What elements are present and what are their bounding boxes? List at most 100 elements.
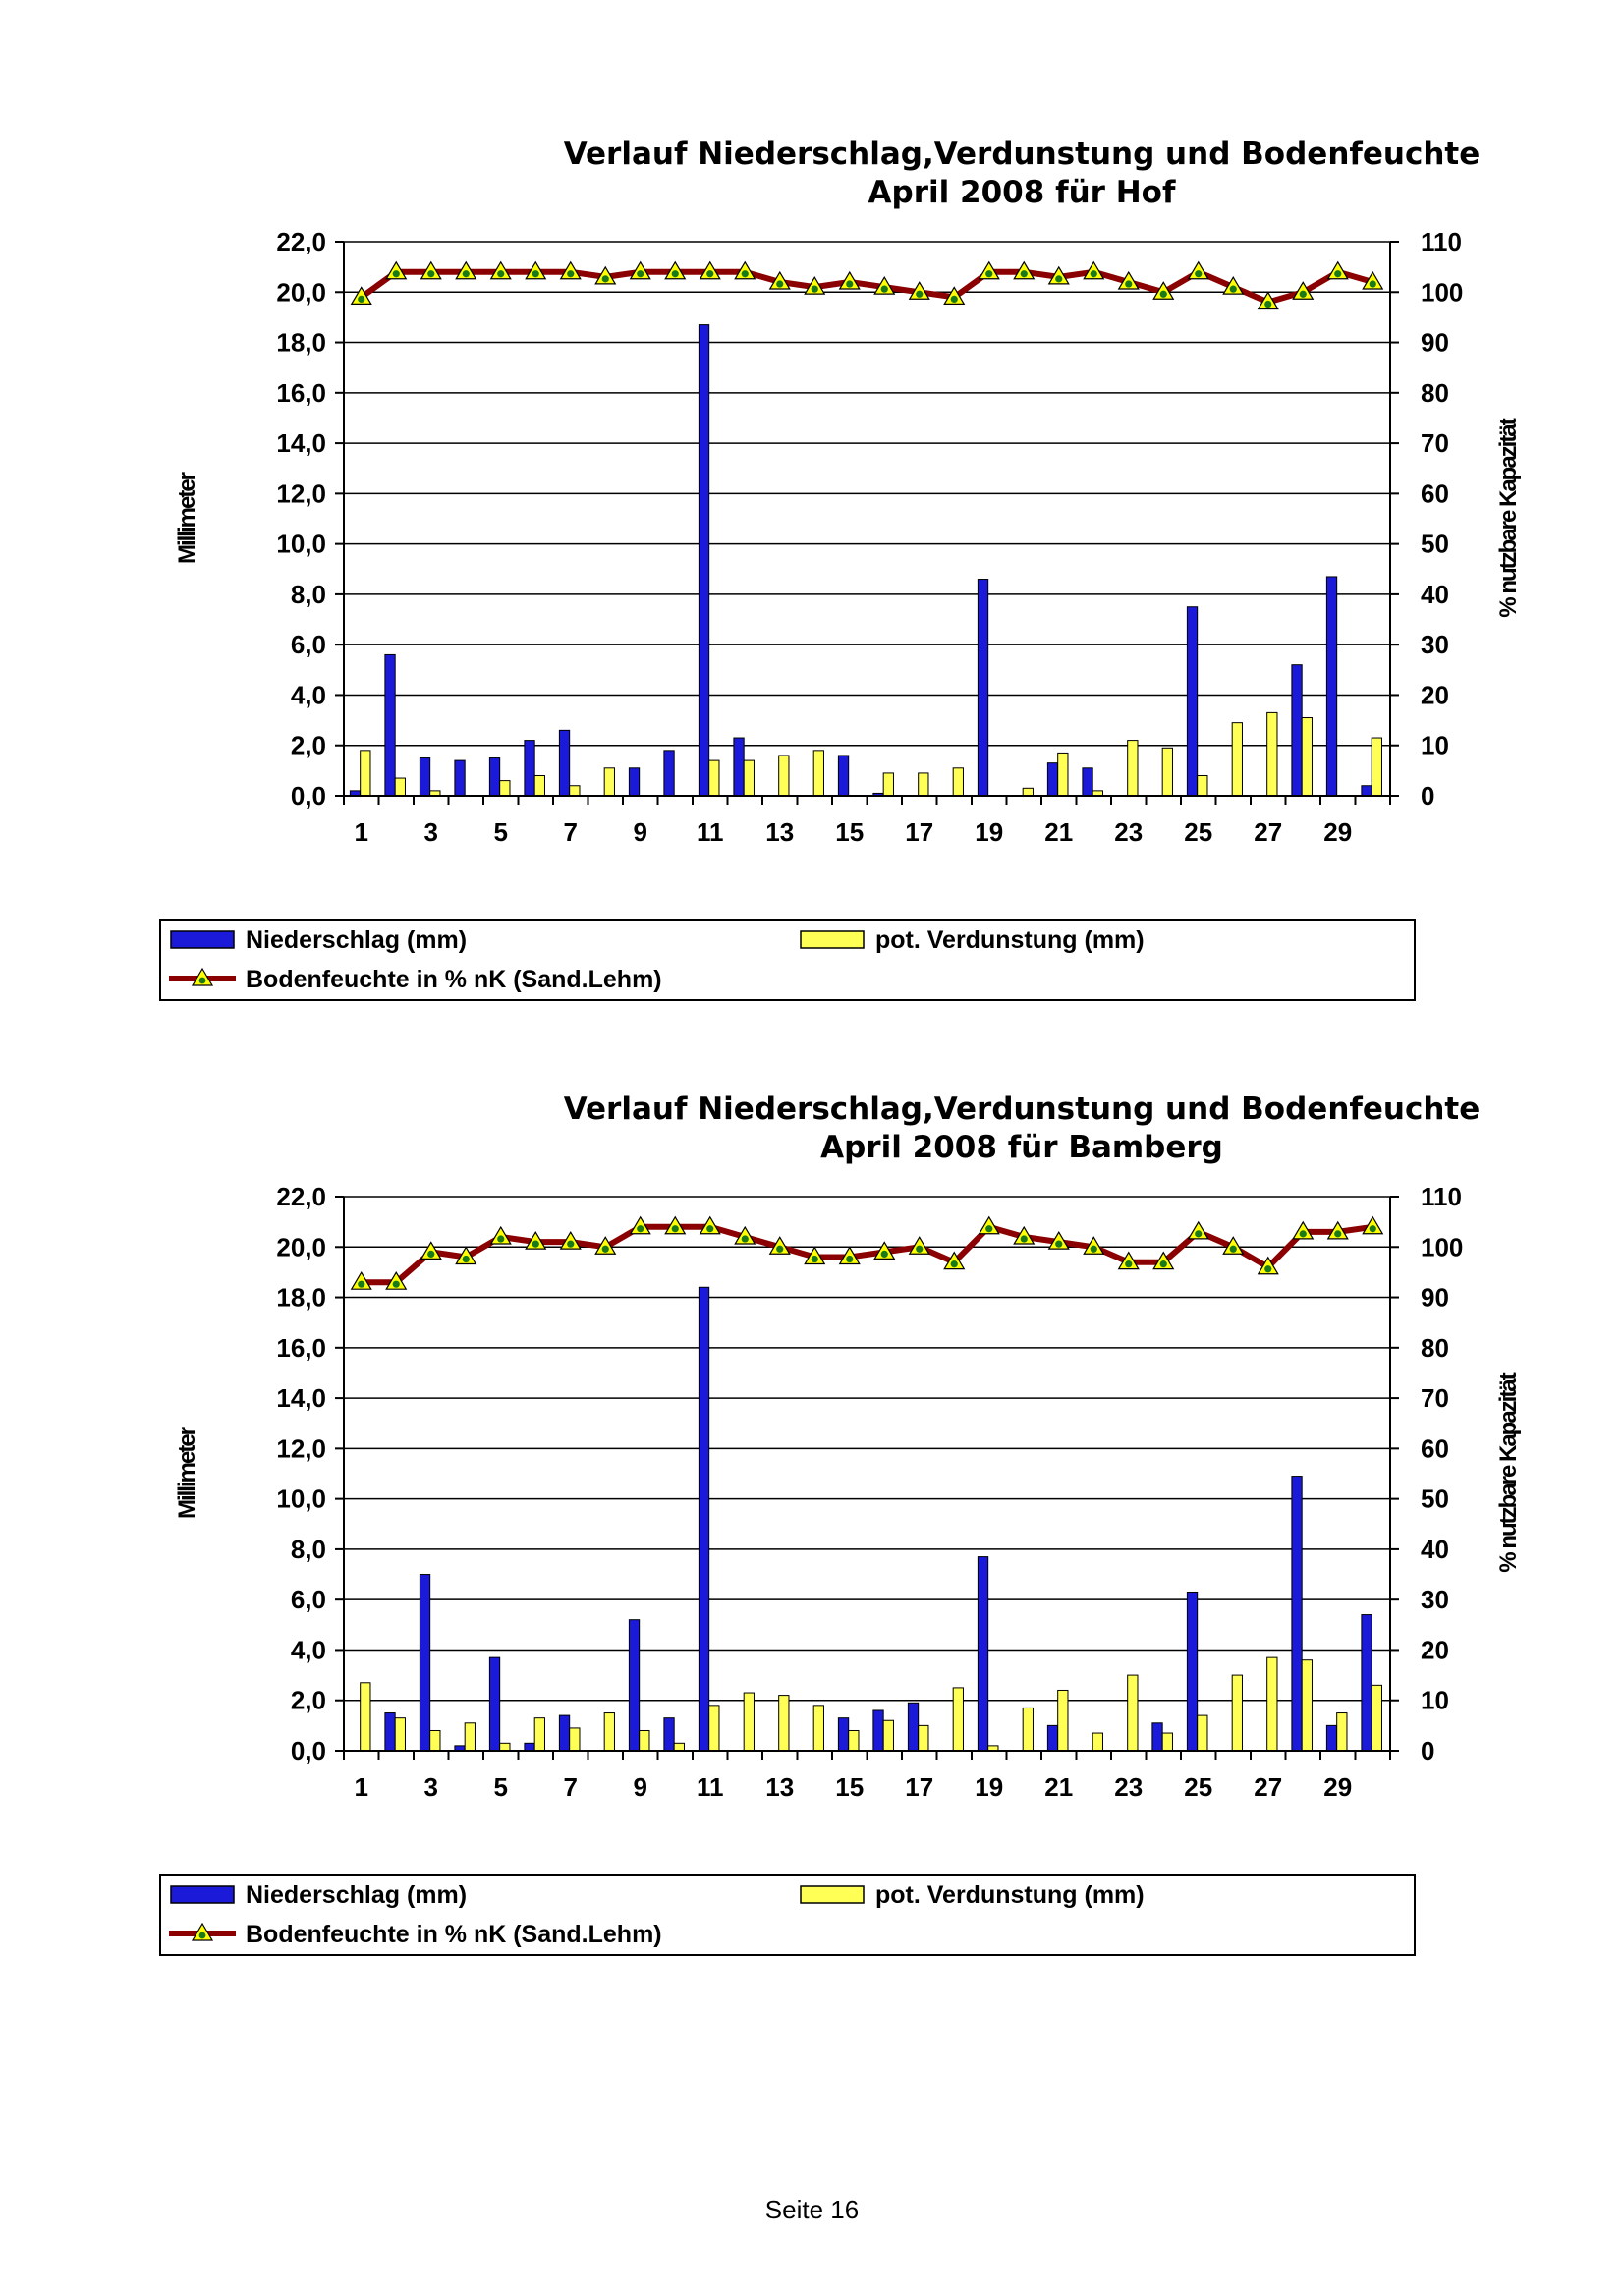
chart-hof-svg: Verlauf Niederschlag,Verdunstung und Bod…: [159, 137, 1522, 1001]
legend-swatch-bodenfeuchte-dot: [198, 977, 206, 984]
bodenfeuchte-marker-dot: [1195, 1230, 1203, 1238]
page-footer: Seite 16: [764, 2195, 860, 2224]
verdunstung-bar: [1371, 1684, 1382, 1752]
y2-tick-label: 90: [1421, 1283, 1449, 1313]
y2-tick-label: 70: [1421, 1383, 1449, 1413]
bodenfeuchte-marker-dot: [741, 270, 749, 278]
x-tick-label: 7: [564, 1772, 578, 1802]
bodenfeuchte-marker-dot: [1369, 1225, 1376, 1233]
legend-box: [159, 1874, 1416, 1956]
verdunstung-bar: [464, 1722, 476, 1752]
verdunstung-bar: [1301, 1659, 1313, 1752]
verdunstung-bar: [882, 1719, 894, 1752]
niederschlag-bar: [419, 757, 431, 797]
y2-tick-label: 0: [1421, 1736, 1434, 1765]
niederschlag-bar: [663, 1717, 675, 1752]
bodenfeuchte-marker-dot: [811, 1255, 818, 1263]
y2-axis-title: % nutzbare Kapazität: [1495, 418, 1522, 617]
legend-swatch-verdunstung: [800, 1885, 865, 1904]
y2-tick-label: 70: [1421, 428, 1449, 458]
y2-tick-label: 110: [1421, 1182, 1462, 1211]
bodenfeuchte-marker-dot: [567, 270, 575, 278]
bodenfeuchte-marker-dot: [427, 270, 435, 278]
bodenfeuchte-marker-dot: [601, 275, 609, 283]
verdunstung-bar: [1197, 1714, 1208, 1752]
niederschlag-bar: [558, 729, 571, 797]
legend-label-verdunstung: pot. Verdunstung (mm): [875, 1881, 1145, 1909]
y-tick-label: 12,0: [276, 478, 326, 508]
bodenfeuchte-marker-dot: [1299, 290, 1307, 298]
bodenfeuchte-marker-dot: [497, 1235, 505, 1243]
y-tick-label: 20,0: [276, 1232, 326, 1261]
niederschlag-bar: [1325, 1724, 1338, 1752]
y-tick-label: 8,0: [291, 580, 326, 609]
verdunstung-bar: [569, 785, 581, 797]
y-tick-label: 4,0: [291, 680, 326, 709]
verdunstung-bar: [882, 772, 894, 797]
legend-label-bodenfeuchte: Bodenfeuchte in % nK (Sand.Lehm): [246, 966, 662, 993]
bodenfeuchte-marker-dot: [462, 1255, 470, 1263]
niederschlag-bar: [977, 1556, 989, 1752]
x-tick-label: 15: [835, 817, 864, 847]
niederschlag-bar: [1046, 762, 1059, 797]
y2-tick-label: 30: [1421, 630, 1449, 659]
chart-title: Verlauf Niederschlag,Verdunstung und Bod…: [564, 137, 1481, 172]
bodenfeuchte-marker-dot: [1125, 280, 1133, 288]
niederschlag-bar: [1325, 576, 1338, 797]
niederschlag-bar: [1186, 1591, 1199, 1752]
bodenfeuchte-marker-dot: [1369, 280, 1376, 288]
verdunstung-bar: [394, 777, 406, 797]
niederschlag-bar: [698, 324, 710, 797]
y-tick-label: 10,0: [276, 1484, 326, 1514]
y2-tick-label: 10: [1421, 731, 1449, 760]
verdunstung-bar: [499, 1742, 511, 1752]
niederschlag-bar: [733, 737, 745, 797]
legend-box: [159, 919, 1416, 1001]
y-tick-label: 0,0: [291, 1736, 326, 1765]
niederschlag-bar: [837, 1717, 850, 1752]
x-tick-label: 13: [765, 1772, 794, 1802]
y2-tick-label: 40: [1421, 580, 1449, 609]
bodenfeuchte-marker-dot: [1195, 270, 1203, 278]
x-tick-label: 1: [355, 1772, 368, 1802]
niederschlag-bar: [663, 750, 675, 797]
verdunstung-bar: [1022, 1707, 1034, 1752]
niederschlag-bar: [977, 579, 989, 797]
bodenfeuchte-marker-dot: [532, 1240, 539, 1248]
niederschlag-bar: [454, 759, 466, 797]
y2-tick-label: 110: [1421, 227, 1462, 256]
series-verdunstung: [360, 711, 1382, 797]
bodenfeuchte-marker-dot: [392, 1280, 400, 1288]
y-tick-label: 6,0: [291, 630, 326, 659]
niederschlag-bar: [558, 1714, 571, 1752]
niederschlag-bar: [524, 740, 535, 797]
verdunstung-bar: [603, 767, 615, 797]
niederschlag-bar: [488, 757, 501, 797]
y2-tick-label: 60: [1421, 478, 1449, 508]
y2-tick-label: 10: [1421, 1686, 1449, 1715]
bodenfeuchte-marker-dot: [358, 1280, 365, 1288]
chart-title: Verlauf Niederschlag,Verdunstung und Bod…: [564, 1092, 1481, 1127]
x-tick-label: 5: [494, 1772, 508, 1802]
bodenfeuchte-marker-dot: [427, 1250, 435, 1258]
bodenfeuchte-marker-dot: [916, 1245, 924, 1253]
bodenfeuchte-marker-dot: [846, 1255, 854, 1263]
legend-swatch-niederschlag: [170, 930, 235, 949]
bodenfeuchte-marker-dot: [776, 280, 784, 288]
y-tick-label: 18,0: [276, 328, 326, 358]
legend-swatch-bodenfeuchte-marker: [191, 1922, 214, 1941]
verdunstung-bar: [1161, 1732, 1173, 1752]
x-tick-label: 3: [424, 817, 438, 847]
y-tick-label: 10,0: [276, 530, 326, 559]
y-tick-label: 4,0: [291, 1635, 326, 1664]
verdunstung-bar: [1022, 787, 1034, 797]
verdunstung-bar: [743, 1692, 755, 1752]
x-tick-label: 11: [697, 1772, 724, 1802]
verdunstung-bar: [812, 750, 824, 797]
x-tick-label: 23: [1114, 1772, 1143, 1802]
bodenfeuchte-marker-dot: [950, 1260, 958, 1268]
legend: Niederschlag (mm) pot. Verdunstung (mm) Bo…: [159, 919, 1416, 1001]
verdunstung-bar: [360, 1682, 371, 1752]
bodenfeuchte-marker-dot: [706, 1225, 714, 1233]
verdunstung-bar: [1266, 711, 1278, 797]
